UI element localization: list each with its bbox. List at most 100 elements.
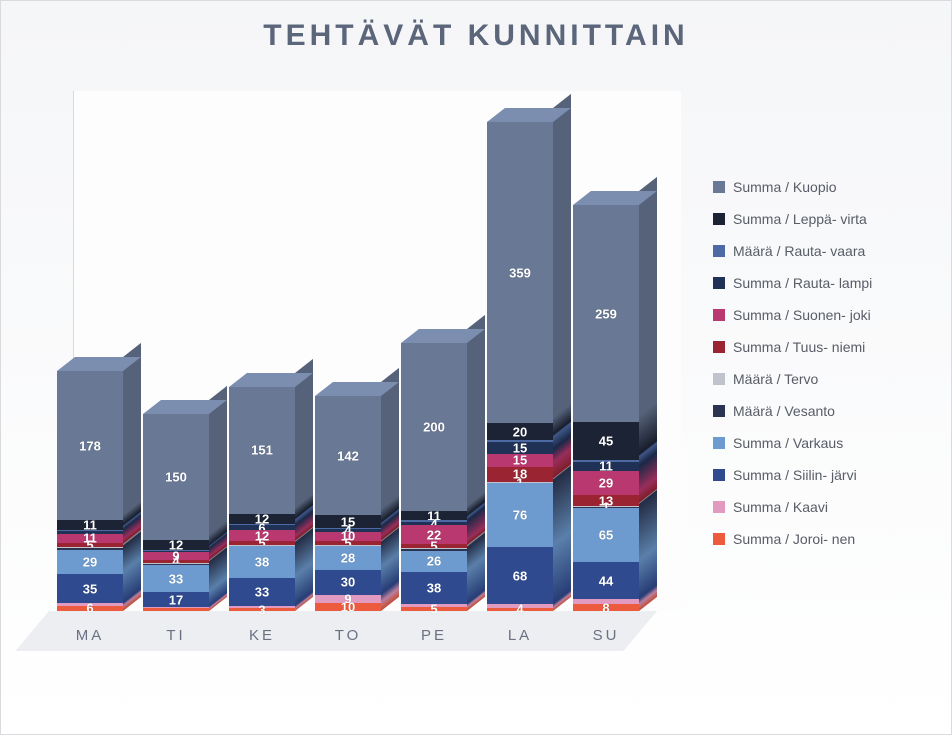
bar-segment-joroinen: 8 [573, 604, 639, 611]
legend-label: Summa / Varkaus [733, 435, 843, 451]
bar-front: 20011422526385 [401, 343, 467, 611]
bar-value-label: 35 [57, 582, 123, 595]
bar-segment-kuopio: 259 [573, 205, 639, 422]
legend-swatch [713, 469, 725, 481]
bar-segment-joroinen [143, 608, 209, 611]
bar-3d: 15012943317 [143, 414, 209, 611]
chart-title: TEHTÄVÄT KUNNITTAIN [1, 19, 951, 53]
bar-segment-siilinjarvi: 38 [401, 572, 467, 604]
bar-segment-suonenjoki: 29 [573, 471, 639, 495]
bar-segment-joroinen: 6 [57, 606, 123, 611]
bar-group-to: 1421541052830910TO [315, 396, 381, 611]
legend-swatch [713, 245, 725, 257]
bar-value-label: 30 [315, 576, 381, 589]
category-label: MA [57, 627, 123, 644]
bar-side-face [553, 94, 571, 611]
bar-value-label: 150 [143, 470, 209, 483]
bar-value-label: 33 [143, 572, 209, 585]
bar-value-label: 17 [143, 593, 209, 606]
bar-value-label: 68 [487, 569, 553, 582]
legend-label: Summa / Rauta- lampi [733, 275, 872, 291]
bar-segment-joroinen: 4 [487, 608, 553, 611]
bar-3d: 1781111529356 [57, 371, 123, 611]
chart-container: TEHTÄVÄT KUNNITTAIN 1781111529356MA15012… [0, 0, 952, 735]
bar-value-label: 359 [487, 266, 553, 279]
bar-front: 35920151518176684 [487, 122, 553, 611]
bar-group-pe: 20011422526385PE [401, 343, 467, 611]
legend-label: Summa / Kaavi [733, 499, 828, 515]
bar-value-label: 3 [229, 603, 295, 616]
bar-segment-siilinjarvi: 35 [57, 574, 123, 603]
legend-item-kaavi: Summa / Kaavi [713, 491, 935, 523]
bar-front: 1781111529356 [57, 371, 123, 611]
bar-3d: 20011422526385 [401, 343, 467, 611]
bar-segment-kuopio: 359 [487, 122, 553, 423]
legend-label: Summa / Siilin- järvi [733, 467, 857, 483]
legend-label: Määrä / Tervo [733, 371, 818, 387]
bar-group-la: 35920151518176684LA [487, 122, 553, 611]
bar-group-ke: 15112612538333KE [229, 387, 295, 611]
bar-segment-varkaus: 38 [229, 546, 295, 578]
bar-segment-joroinen: 10 [315, 603, 381, 611]
bar-value-label: 26 [401, 555, 467, 568]
category-label: LA [487, 627, 553, 644]
legend-label: Summa / Tuus- niemi [733, 339, 865, 355]
bar-segment-kuopio: 178 [57, 371, 123, 520]
bar-segment-joroinen: 5 [401, 607, 467, 611]
legend-swatch [713, 501, 725, 513]
legend-swatch [713, 533, 725, 545]
bar-value-label: 33 [229, 586, 295, 599]
bar-segment-kuopio: 142 [315, 396, 381, 515]
bar-value-label: 178 [57, 439, 123, 452]
bar-segment-siilinjarvi: 44 [573, 562, 639, 599]
legend-item-rautavaara: Määrä / Rauta- vaara [713, 235, 935, 267]
bar-3d: 35920151518176684 [487, 122, 553, 611]
bar-value-label: 5 [401, 602, 467, 615]
legend-swatch [713, 373, 725, 385]
legend-swatch [713, 405, 725, 417]
bar-segment-siilinjarvi: 17 [143, 592, 209, 606]
legend: Summa / Kuopio Summa / Leppä- virta Määrä … [713, 171, 935, 555]
bar-value-label: 259 [573, 307, 639, 320]
bar-value-label: 4 [487, 603, 553, 616]
bar-segment-rautalampi: 11 [573, 462, 639, 471]
bar-side-face [467, 315, 485, 611]
bar-segment-leppavirta: 11 [57, 520, 123, 529]
bar-value-label: 38 [401, 582, 467, 595]
legend-item-joroinen: Summa / Joroi- nen [713, 523, 935, 555]
category-label: KE [229, 627, 295, 644]
legend-label: Summa / Kuopio [733, 179, 837, 195]
bar-value-label: 6 [57, 602, 123, 615]
bar-value-label: 38 [229, 556, 295, 569]
bar-front: 25945112913165448 [573, 205, 639, 611]
bar-value-label: 76 [487, 509, 553, 522]
bar-side-face [295, 359, 313, 611]
legend-label: Summa / Leppä- virta [733, 211, 867, 227]
legend-swatch [713, 213, 725, 225]
category-label: TO [315, 627, 381, 644]
category-label: SU [573, 627, 639, 644]
bar-value-label: 45 [573, 435, 639, 448]
legend-item-suonenjoki: Summa / Suonen- joki [713, 299, 935, 331]
bar-segment-joroinen: 3 [229, 608, 295, 611]
plot-area: 1781111529356MA15012943317TI151126125383… [49, 91, 657, 651]
legend-swatch [713, 437, 725, 449]
bar-segment-suonenjoki: 15 [487, 454, 553, 467]
bar-segment-varkaus: 65 [573, 508, 639, 563]
bar-value-label: 151 [229, 444, 295, 457]
bar-segment-leppavirta: 20 [487, 423, 553, 440]
legend-swatch [713, 341, 725, 353]
bar-value-label: 8 [573, 601, 639, 614]
bar-segment-kuopio: 150 [143, 414, 209, 540]
legend-label: Määrä / Rauta- vaara [733, 243, 865, 259]
bar-value-label: 65 [573, 529, 639, 542]
legend-swatch [713, 277, 725, 289]
bar-value-label: 44 [573, 574, 639, 587]
bar-value-label: 20 [487, 425, 553, 438]
bar-value-label: 15 [487, 454, 553, 467]
bar-front: 15012943317 [143, 414, 209, 611]
bar-segment-kuopio: 151 [229, 387, 295, 514]
legend-swatch [713, 309, 725, 321]
legend-label: Summa / Joroi- nen [733, 531, 855, 547]
bar-side-face [381, 368, 399, 611]
